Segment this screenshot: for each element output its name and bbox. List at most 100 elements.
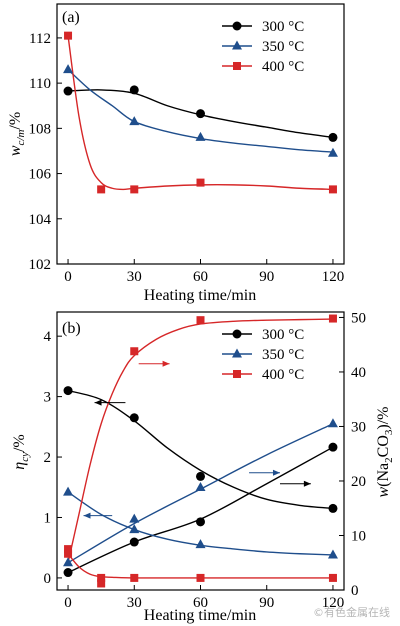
data-point xyxy=(328,442,338,452)
data-point xyxy=(64,549,73,558)
data-point xyxy=(328,503,338,513)
legend-marker xyxy=(233,62,241,70)
y-tick-label: 4 xyxy=(44,329,52,345)
legend-marker xyxy=(232,329,242,339)
panel-label: (a) xyxy=(62,9,80,26)
y2-tick-label: 0 xyxy=(351,583,359,599)
y-tick-label: 3 xyxy=(44,390,52,406)
legend-marker xyxy=(232,21,242,31)
chart-panel-b: (b) ηcy/% w(Na2CO3)/% Heating time/min 0… xyxy=(11,310,395,624)
x-axis-title: Heating time/min xyxy=(144,287,256,304)
data-point xyxy=(196,471,205,481)
data-point xyxy=(64,545,73,554)
series-curve xyxy=(67,389,334,510)
series-curve xyxy=(67,318,333,563)
x-tick-label: 30 xyxy=(127,595,142,611)
y-tick-label: 1 xyxy=(44,510,52,526)
x-tick-label: 60 xyxy=(193,269,208,285)
y2-tick-label: 20 xyxy=(351,474,366,490)
data-point xyxy=(196,517,205,527)
data-point xyxy=(63,64,74,74)
x-tick-label: 0 xyxy=(64,595,72,611)
arrow-head xyxy=(303,480,311,487)
data-point xyxy=(130,347,139,356)
data-point xyxy=(63,386,73,396)
legend-label: 300 °C xyxy=(262,19,304,35)
data-point xyxy=(195,131,206,141)
y-tick-label: 112 xyxy=(29,31,51,47)
arrow-head xyxy=(83,512,91,519)
arrow-head xyxy=(94,399,102,406)
series-curve xyxy=(67,553,333,579)
watermark: ©有色金属在线 xyxy=(313,606,390,619)
data-point xyxy=(97,579,106,588)
legend: 300 °C 350 °C 400 °C xyxy=(222,19,304,75)
data-point xyxy=(129,537,139,547)
legend: 300 °C 350 °C 400 °C xyxy=(222,327,304,383)
data-point xyxy=(328,573,337,582)
legend-marker xyxy=(233,370,241,378)
data-point xyxy=(97,185,106,194)
y-axis-title: ηcy/% xyxy=(11,434,31,469)
x-tick-label: 90 xyxy=(259,269,274,285)
arrow-head xyxy=(162,360,170,367)
x-tick-label: 120 xyxy=(322,269,345,285)
data-point xyxy=(64,31,73,40)
axis-ticks: 0 30 60 90 120 102 104 106 108 110 112 xyxy=(29,31,345,285)
y2-tick-label: 30 xyxy=(351,419,366,435)
data-point xyxy=(129,413,139,423)
data-point xyxy=(196,316,205,325)
y-tick-label: 104 xyxy=(29,212,52,228)
chart-panel-a: (a) wc/m/% Heating time/min 0 30 60 90 120 10… xyxy=(7,3,345,304)
data-markers xyxy=(63,31,338,194)
data-point xyxy=(196,109,205,119)
x-axis-title: Heating time/min xyxy=(144,607,256,624)
data-point xyxy=(328,185,337,194)
y2-tick-label: 10 xyxy=(351,528,366,544)
x-tick-label: 60 xyxy=(193,595,208,611)
svg-text:ηcy/%: ηcy/% xyxy=(11,434,31,469)
data-point xyxy=(328,132,338,142)
legend-label: 300 °C xyxy=(262,327,304,343)
legend-label: 350 °C xyxy=(262,39,304,55)
data-point xyxy=(63,486,74,496)
legend-label: 350 °C xyxy=(262,347,304,363)
legend-marker xyxy=(232,348,242,358)
data-point xyxy=(196,573,205,582)
legend-label: 400 °C xyxy=(262,59,304,75)
y-tick-label: 106 xyxy=(29,167,52,183)
svg-text:wc/m/%: wc/m/% xyxy=(7,112,27,156)
data-point xyxy=(195,539,206,549)
data-point xyxy=(327,549,338,559)
axis-arrows xyxy=(83,360,311,519)
data-point xyxy=(130,573,139,582)
data-point xyxy=(63,86,73,96)
panel-label: (b) xyxy=(62,320,81,337)
y2-tick-label: 50 xyxy=(351,310,366,326)
data-point xyxy=(328,314,337,323)
data-point xyxy=(130,185,139,194)
y2-tick-label: 40 xyxy=(351,365,366,381)
data-point xyxy=(327,147,338,157)
legend-label: 400 °C xyxy=(262,367,304,383)
y-tick-label: 108 xyxy=(29,121,52,137)
svg-text:w(Na2CO3)/%: w(Na2CO3)/% xyxy=(375,407,395,498)
y-tick-label: 2 xyxy=(44,450,52,466)
legend-marker xyxy=(232,40,242,50)
x-tick-label: 90 xyxy=(259,595,274,611)
y-tick-label: 0 xyxy=(44,571,52,587)
data-point xyxy=(129,513,140,523)
y-tick-label: 102 xyxy=(29,257,52,273)
data-point xyxy=(129,116,140,126)
x-tick-label: 30 xyxy=(127,269,142,285)
data-point xyxy=(63,568,73,578)
arrow-head xyxy=(272,469,280,476)
data-point xyxy=(129,524,140,534)
x-tick-label: 120 xyxy=(322,595,345,611)
y-tick-label: 110 xyxy=(29,76,51,92)
y2-axis-title: w(Na2CO3)/% xyxy=(375,407,395,498)
data-point xyxy=(97,573,106,582)
x-tick-label: 0 xyxy=(64,269,72,285)
